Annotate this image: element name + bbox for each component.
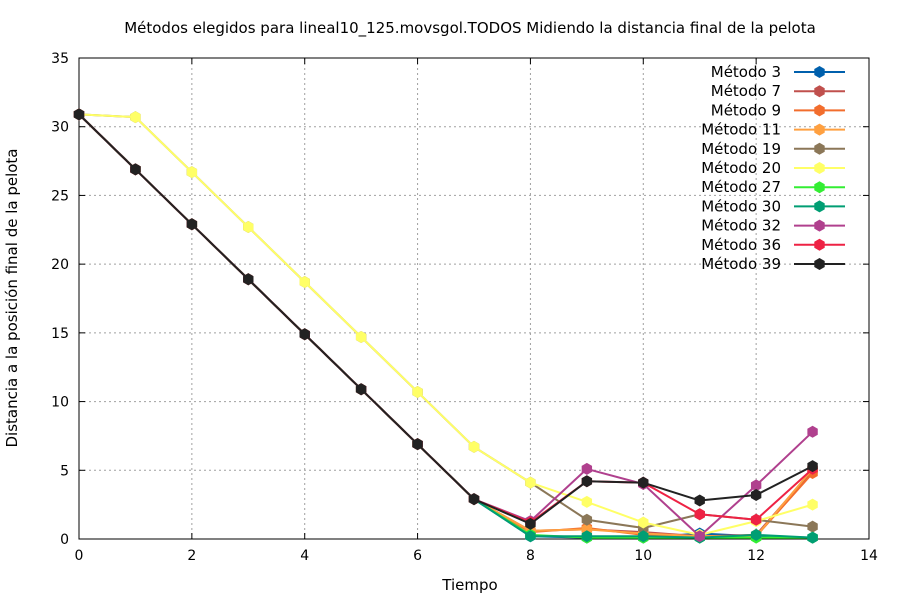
- legend-label: Método 39: [701, 255, 781, 273]
- data-point: [750, 528, 762, 541]
- series-line: [78, 113, 814, 525]
- legend-label: Método 3: [711, 63, 781, 81]
- data-point: [412, 385, 423, 398]
- x-tick-label: 2: [187, 548, 196, 564]
- data-point: [355, 383, 367, 396]
- data-point: [807, 531, 818, 544]
- legend-marker: [814, 66, 825, 78]
- legend-label: Método 9: [711, 101, 781, 119]
- data-point: [525, 530, 536, 543]
- legend-item: Método 39: [701, 255, 845, 273]
- legend-label: Método 36: [701, 236, 781, 254]
- data-point: [468, 440, 480, 453]
- data-point: [412, 438, 423, 451]
- legend-item: Método 3: [711, 63, 845, 81]
- data-point: [807, 498, 818, 511]
- y-axis-label: Distancia a la posición final de la pelo…: [3, 148, 21, 447]
- data-point: [807, 425, 818, 438]
- data-point: [581, 462, 593, 475]
- data-point: [638, 476, 649, 489]
- legend-marker: [814, 219, 825, 232]
- legend-item: Método 32: [701, 217, 845, 235]
- x-tick-label: 10: [634, 548, 652, 564]
- data-point: [73, 108, 85, 121]
- data-point: [750, 489, 762, 502]
- data-point: [581, 530, 593, 543]
- legend-label: Método 19: [701, 140, 781, 158]
- data-point: [243, 221, 254, 234]
- legend-item: Método 7: [711, 82, 845, 100]
- legend-label: Método 20: [701, 159, 781, 177]
- y-tick-label: 30: [51, 120, 69, 136]
- data-point: [694, 494, 705, 507]
- legend-marker: [814, 200, 825, 213]
- data-point: [186, 218, 198, 231]
- data-point: [525, 517, 536, 530]
- legend-marker: [814, 181, 825, 194]
- data-point: [130, 163, 141, 176]
- legend-marker: [814, 162, 825, 174]
- legend-label: Método 11: [701, 121, 781, 139]
- legend-marker: [814, 258, 825, 270]
- data-point: [130, 111, 141, 124]
- y-tick-label: 25: [51, 188, 69, 204]
- chart-title: Métodos elegidos para lineal10_125.movsg…: [124, 19, 816, 38]
- legend-marker: [814, 85, 825, 98]
- legend-label: Método 7: [711, 82, 781, 100]
- legend-item: Método 36: [701, 236, 845, 254]
- data-point: [638, 516, 649, 529]
- data-point: [638, 530, 649, 543]
- data-point: [581, 513, 593, 526]
- x-tick-label: 12: [747, 548, 765, 564]
- data-point: [468, 493, 480, 506]
- legend-label: Método 30: [701, 197, 781, 215]
- data-point: [750, 479, 762, 492]
- legend-marker: [814, 142, 825, 155]
- series-layer: [73, 108, 818, 544]
- x-axis-label: Tiempo: [441, 576, 497, 594]
- legend-marker: [814, 238, 825, 251]
- legend-item: Método 20: [701, 159, 845, 177]
- y-tick-label: 20: [51, 257, 69, 273]
- legend-item: Método 27: [701, 178, 845, 196]
- y-tick-label: 10: [51, 395, 69, 411]
- legend-item: Método 9: [711, 101, 845, 119]
- legend-item: Método 19: [701, 140, 845, 158]
- data-point: [355, 330, 367, 343]
- legend-item: Método 30: [701, 197, 845, 215]
- x-tick-label: 6: [413, 548, 422, 564]
- x-tick-label: 4: [300, 548, 309, 564]
- y-tick-label: 35: [51, 51, 69, 67]
- legend-label: Método 27: [701, 178, 781, 196]
- legend-item: Método 11: [701, 121, 845, 139]
- y-tick-label: 15: [51, 326, 69, 342]
- data-point: [186, 166, 198, 179]
- data-point: [807, 460, 818, 473]
- data-point: [299, 328, 310, 341]
- data-point: [807, 520, 818, 533]
- data-point: [694, 530, 705, 543]
- data-point: [243, 273, 254, 286]
- data-point: [694, 508, 705, 521]
- legend-marker: [814, 104, 825, 117]
- x-tick-label: 14: [860, 548, 878, 564]
- legend-label: Método 32: [701, 217, 781, 235]
- axes: 0 5 10 15 20 25 30 35 0 2 4 6 8 10 12 14: [51, 51, 878, 564]
- data-point: [525, 476, 536, 489]
- series-line: [78, 113, 813, 536]
- y-tick-label: 5: [60, 463, 69, 479]
- grid: [79, 58, 869, 539]
- data-point: [299, 276, 310, 289]
- legend-marker: [814, 123, 825, 136]
- x-tick-label: 8: [526, 548, 535, 564]
- data-point: [750, 513, 762, 526]
- y-tick-label: 0: [60, 532, 69, 548]
- x-tick-label: 0: [75, 548, 84, 564]
- plot-frame: [78, 57, 870, 540]
- data-point: [581, 475, 593, 488]
- series-m-todo-39: [73, 108, 818, 530]
- data-point: [581, 495, 593, 508]
